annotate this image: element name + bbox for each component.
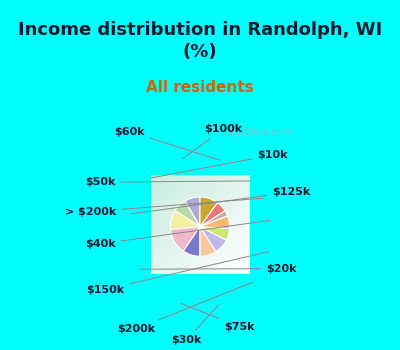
- Wedge shape: [175, 201, 200, 227]
- Text: > $200k: > $200k: [64, 198, 263, 217]
- Text: $125k: $125k: [131, 187, 310, 214]
- Wedge shape: [200, 197, 218, 227]
- Text: Income distribution in Randolph, WI
(%): Income distribution in Randolph, WI (%): [18, 21, 382, 61]
- Text: $60k: $60k: [114, 127, 220, 160]
- Text: $40k: $40k: [85, 220, 270, 249]
- Wedge shape: [170, 211, 200, 229]
- Wedge shape: [200, 227, 226, 252]
- Wedge shape: [200, 216, 230, 229]
- Wedge shape: [200, 211, 228, 227]
- Text: City-Data.com: City-Data.com: [216, 128, 292, 138]
- Text: $75k: $75k: [181, 303, 255, 331]
- Wedge shape: [185, 197, 200, 227]
- Wedge shape: [170, 227, 200, 251]
- Text: All residents: All residents: [146, 80, 254, 95]
- Text: $50k: $50k: [85, 177, 251, 187]
- Wedge shape: [200, 227, 230, 240]
- Wedge shape: [200, 227, 216, 256]
- Text: $100k: $100k: [183, 124, 242, 159]
- Wedge shape: [183, 227, 200, 256]
- Text: $30k: $30k: [171, 305, 219, 345]
- Text: $200k: $200k: [117, 282, 252, 334]
- Text: $20k: $20k: [139, 264, 297, 274]
- Text: $150k: $150k: [86, 252, 269, 295]
- Wedge shape: [200, 203, 225, 227]
- Text: $10k: $10k: [151, 150, 288, 178]
